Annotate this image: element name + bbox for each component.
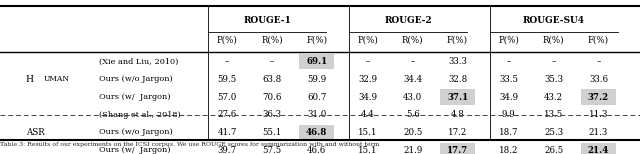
Text: R(%): R(%)	[402, 36, 424, 45]
Text: –: –	[411, 57, 415, 66]
Text: 33.5: 33.5	[499, 75, 518, 84]
Text: 21.3: 21.3	[589, 128, 608, 137]
Text: 13.5: 13.5	[544, 110, 563, 119]
Text: 4.8: 4.8	[451, 110, 465, 119]
Text: 32.9: 32.9	[358, 75, 378, 84]
Text: F(%): F(%)	[447, 36, 468, 45]
Text: 34.9: 34.9	[499, 93, 518, 101]
Text: 15.1: 15.1	[358, 128, 378, 137]
Text: Ours (w/o Jargon): Ours (w/o Jargon)	[99, 75, 173, 83]
Text: Ours (w/  Jargon): Ours (w/ Jargon)	[99, 93, 171, 101]
Text: 9.9: 9.9	[502, 110, 516, 119]
Text: 31.0: 31.0	[307, 110, 326, 119]
Text: 57.5: 57.5	[262, 146, 282, 154]
Text: Ours (w/o Jargon): Ours (w/o Jargon)	[99, 128, 173, 136]
Text: 46.6: 46.6	[307, 146, 326, 154]
Text: 34.4: 34.4	[403, 75, 422, 84]
Text: (Xie and Liu, 2010): (Xie and Liu, 2010)	[99, 58, 179, 66]
Text: 5.6: 5.6	[406, 110, 420, 119]
Text: P(%): P(%)	[358, 36, 378, 45]
Bar	[581, 89, 616, 105]
Text: P(%): P(%)	[499, 36, 519, 45]
Text: 26.5: 26.5	[544, 146, 563, 154]
Text: ROUGE-2: ROUGE-2	[384, 16, 432, 25]
Text: 43.0: 43.0	[403, 93, 422, 101]
Text: ROUGE-1: ROUGE-1	[243, 16, 291, 25]
Text: –: –	[596, 57, 600, 66]
Text: 4.4: 4.4	[361, 110, 375, 119]
Text: 18.7: 18.7	[499, 128, 518, 137]
Text: 46.8: 46.8	[306, 128, 328, 137]
Text: 70.6: 70.6	[262, 93, 282, 101]
Bar	[440, 89, 476, 105]
Text: 21.9: 21.9	[403, 146, 422, 154]
Text: 35.3: 35.3	[544, 75, 563, 84]
Text: ASR: ASR	[26, 128, 44, 137]
Text: 18.2: 18.2	[499, 146, 518, 154]
Text: 41.7: 41.7	[218, 128, 237, 137]
Text: P(%): P(%)	[217, 36, 237, 45]
Text: –: –	[270, 57, 274, 66]
Text: ROUGE-SU4: ROUGE-SU4	[523, 16, 584, 25]
Text: F(%): F(%)	[588, 36, 609, 45]
Text: R(%): R(%)	[543, 36, 564, 45]
Text: 11.3: 11.3	[589, 110, 608, 119]
Text: (Shang et al., 2018): (Shang et al., 2018)	[99, 111, 181, 119]
Text: 55.1: 55.1	[262, 128, 282, 137]
Text: 37.1: 37.1	[447, 93, 468, 101]
Text: 59.5: 59.5	[218, 75, 237, 84]
Text: 17.7: 17.7	[447, 146, 468, 154]
Text: –: –	[225, 57, 229, 66]
Text: 32.8: 32.8	[448, 75, 467, 84]
Text: 43.2: 43.2	[544, 93, 563, 101]
Text: 15.1: 15.1	[358, 146, 378, 154]
Text: 33.3: 33.3	[448, 57, 467, 66]
Text: 59.9: 59.9	[307, 75, 326, 84]
Text: 57.0: 57.0	[218, 93, 237, 101]
Bar	[440, 143, 476, 154]
Text: –: –	[507, 57, 511, 66]
Text: F(%): F(%)	[306, 36, 328, 45]
Bar	[300, 54, 334, 69]
Text: –: –	[366, 57, 370, 66]
Text: 33.6: 33.6	[589, 75, 608, 84]
Text: 20.5: 20.5	[403, 128, 422, 137]
Text: 69.1: 69.1	[306, 57, 328, 66]
Text: Table 3: Results of our experiments on the ICSI corpus. We use ROUGE scores for : Table 3: Results of our experiments on t…	[0, 142, 380, 147]
Text: R(%): R(%)	[261, 36, 283, 45]
Text: –: –	[552, 57, 556, 66]
Text: H: H	[26, 75, 34, 84]
Bar	[581, 143, 616, 154]
Text: 17.2: 17.2	[448, 128, 467, 137]
Bar	[300, 125, 334, 140]
Text: 27.6: 27.6	[218, 110, 237, 119]
Text: Ours (w/  Jargon): Ours (w/ Jargon)	[99, 146, 171, 154]
Text: 63.8: 63.8	[262, 75, 282, 84]
Text: 36.3: 36.3	[262, 110, 282, 119]
Text: 21.4: 21.4	[588, 146, 609, 154]
Text: 60.7: 60.7	[307, 93, 326, 101]
Text: 34.9: 34.9	[358, 93, 378, 101]
Text: 37.2: 37.2	[588, 93, 609, 101]
Text: 25.3: 25.3	[544, 128, 563, 137]
Text: 39.7: 39.7	[218, 146, 237, 154]
Text: UMAN: UMAN	[44, 75, 70, 83]
